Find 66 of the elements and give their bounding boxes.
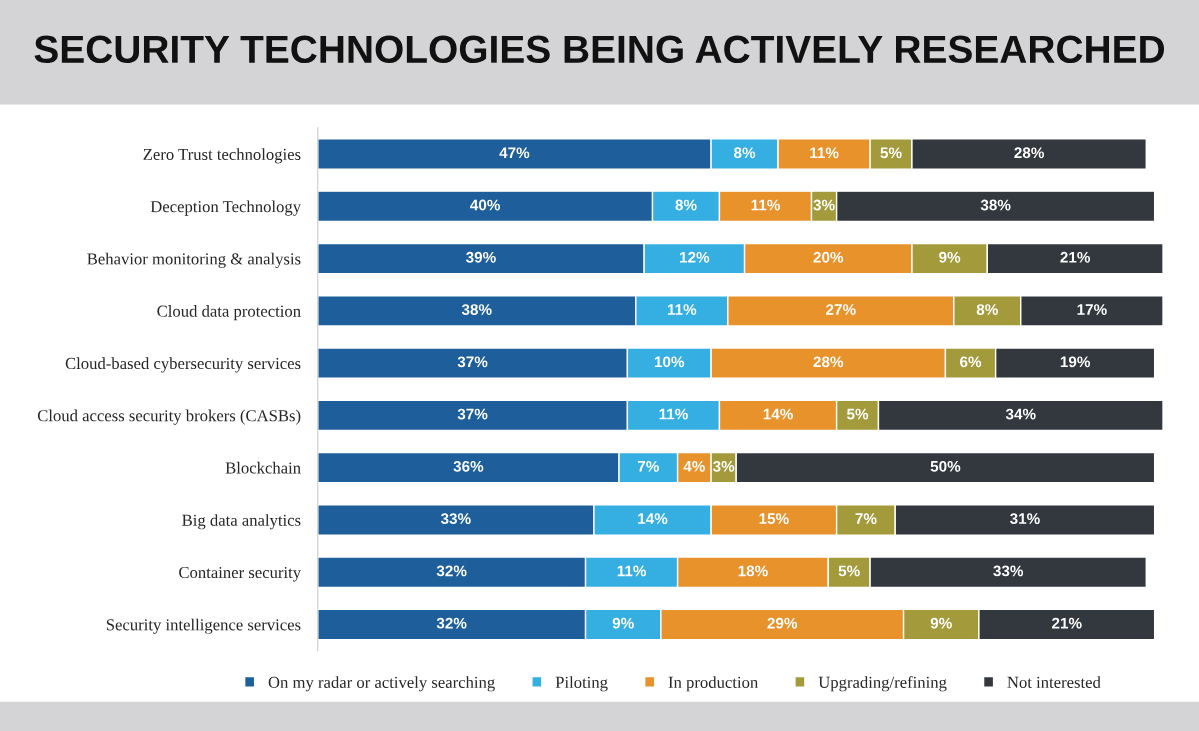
data-label: 9% <box>939 251 961 263</box>
data-label: 18% <box>738 565 768 577</box>
data-label: 11% <box>659 408 688 420</box>
y-tick-label: Deception Technology <box>150 200 301 216</box>
data-label: 20% <box>813 251 844 263</box>
data-label: 32% <box>436 617 467 629</box>
data-label: 11% <box>667 304 697 315</box>
data-label: 8% <box>734 147 756 159</box>
data-label: 11% <box>810 147 839 159</box>
data-label: 15% <box>759 513 789 525</box>
data-label: 7% <box>637 460 659 472</box>
data-label: 38% <box>980 199 1011 211</box>
data-label: 3% <box>712 460 735 472</box>
legend-label: In production <box>668 676 758 692</box>
data-label: 12% <box>680 251 710 263</box>
data-label: 5% <box>838 565 860 577</box>
y-tick-label: Behavior monitoring & analysis <box>87 252 301 268</box>
y-tick-label: Cloud-based cybersecurity services <box>65 357 301 373</box>
data-label: 37% <box>457 356 488 368</box>
data-label: 28% <box>1014 147 1045 159</box>
y-tick-label: Big data analytics <box>182 514 301 530</box>
data-label: 9% <box>612 617 634 629</box>
chart-title: SECURITY TECHNOLOGIES BEING ACTIVELY RESEARCHED <box>34 35 1165 64</box>
legend-label: Not interested <box>1007 676 1101 688</box>
legend-label: On my radar or actively searching <box>268 676 495 692</box>
data-label: 5% <box>846 408 869 420</box>
data-label: 5% <box>880 147 902 159</box>
data-label: 19% <box>1060 356 1091 368</box>
data-label: 27% <box>826 304 856 315</box>
data-label: 50% <box>930 460 961 472</box>
data-label: 17% <box>1077 304 1107 315</box>
y-tick-label: Container security <box>179 566 301 582</box>
legend-label: Upgrading/refining <box>818 676 947 692</box>
data-label: 32% <box>436 565 467 577</box>
data-label: 34% <box>1005 408 1036 420</box>
data-label: 11% <box>751 199 780 211</box>
data-label: 3% <box>813 199 835 211</box>
data-label: 8% <box>976 304 998 315</box>
data-label: 39% <box>466 251 496 263</box>
data-label: 4% <box>683 460 705 472</box>
data-label: 8% <box>675 199 697 211</box>
data-label: 40% <box>470 199 501 211</box>
data-label: 37% <box>457 408 488 420</box>
data-label: 28% <box>813 356 844 368</box>
data-label: 10% <box>654 356 685 368</box>
data-label: 38% <box>461 304 492 315</box>
y-tick-label: Cloud data protection <box>157 305 301 321</box>
data-label: 9% <box>930 617 952 629</box>
data-label: 7% <box>855 513 877 524</box>
y-tick-label: Blockchain <box>225 461 301 474</box>
data-label: 29% <box>767 617 798 629</box>
data-label: 33% <box>440 513 471 525</box>
y-tick-label: Zero Trust technologies <box>143 148 301 164</box>
y-tick-label: Security intelligence services <box>106 618 301 634</box>
data-label: 14% <box>638 513 668 524</box>
data-label: 47% <box>499 147 530 159</box>
data-label: 36% <box>453 460 484 472</box>
data-label: 14% <box>763 408 793 420</box>
data-label: 21% <box>1052 617 1082 629</box>
data-label: 11% <box>617 565 647 577</box>
data-label: 33% <box>993 565 1024 577</box>
data-label: 31% <box>1010 513 1040 525</box>
legend-label: Piloting <box>555 676 608 692</box>
data-label: 6% <box>960 356 982 368</box>
data-label: 21% <box>1060 251 1091 263</box>
y-tick-label: Cloud access security brokers (CASBs) <box>37 409 301 425</box>
